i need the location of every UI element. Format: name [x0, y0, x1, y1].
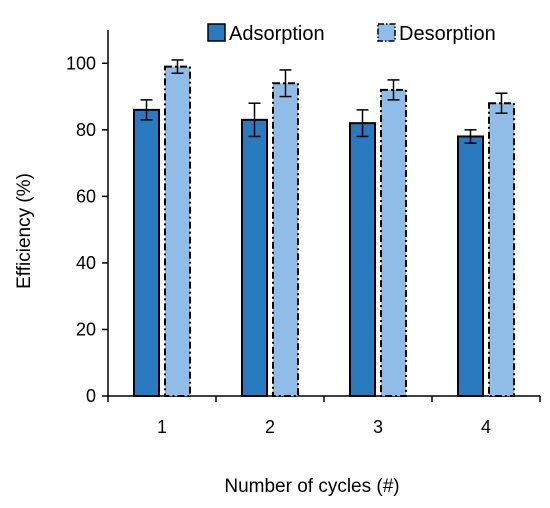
error-bars — [140, 59, 508, 144]
y-tick-label: 0 — [86, 386, 96, 406]
legend-swatch-desorption — [377, 23, 396, 42]
error-bar-desorption-4 — [495, 92, 508, 114]
legend-swatch-adsorption — [207, 23, 226, 42]
y-tick-label: 80 — [76, 120, 96, 140]
bar-desorption-1 — [164, 65, 191, 397]
bars — [133, 65, 515, 398]
tick-labels: 0 20 40 60 80 100 1 2 3 4 — [66, 53, 491, 437]
bar-adsorption-4 — [457, 135, 484, 398]
x-tick-label: 1 — [157, 417, 167, 437]
bar-adsorption-3 — [349, 122, 376, 397]
error-bar-desorption-2 — [279, 69, 292, 98]
bar-adsorption-1 — [133, 108, 160, 397]
legend-label-desorption: Desorption — [399, 23, 496, 45]
y-axis-title: Efficiency (%) — [14, 173, 35, 289]
bar-adsorption-2 — [241, 118, 268, 397]
bar-desorption-3 — [380, 88, 407, 398]
y-tick-label: 40 — [76, 253, 96, 273]
x-axis-title: Number of cycles (#) — [224, 476, 399, 497]
bar-desorption-4 — [488, 102, 515, 397]
x-tick-label: 4 — [481, 417, 491, 437]
error-bar-adsorption-2 — [248, 102, 261, 138]
y-tick-label: 60 — [76, 186, 96, 206]
legend: Adsorption Desorption — [207, 23, 496, 45]
error-bar-adsorption-4 — [464, 129, 477, 144]
error-bar-adsorption-3 — [356, 109, 369, 138]
legend-label-adsorption: Adsorption — [229, 23, 325, 45]
y-tick-label: 20 — [76, 319, 96, 339]
error-bar-desorption-1 — [171, 59, 184, 75]
error-bar-adsorption-1 — [140, 99, 153, 121]
bar-desorption-2 — [272, 82, 299, 398]
x-tick-label: 3 — [373, 417, 383, 437]
x-tick-label: 2 — [265, 417, 275, 437]
y-tick-label: 100 — [66, 53, 96, 73]
error-bar-desorption-3 — [387, 79, 400, 101]
